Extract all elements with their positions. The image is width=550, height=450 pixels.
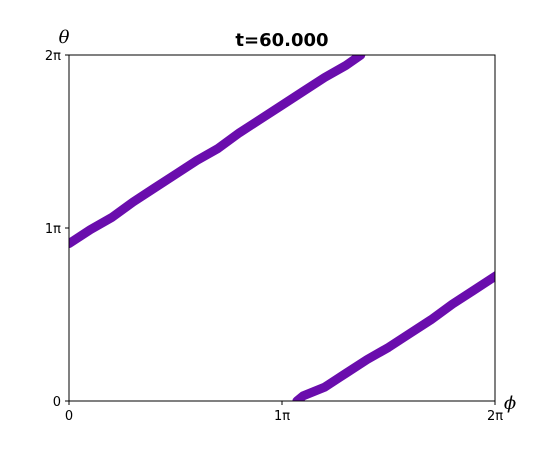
series-layer: [69, 55, 495, 401]
ticks-layer: 0 1π 2π 0 1π 2π: [45, 49, 503, 424]
y-tick-label: 0: [53, 395, 61, 410]
x-axis-label: ϕ: [504, 393, 516, 414]
x-tick-label: 1π: [274, 409, 290, 424]
y-tick-label: 2π: [45, 49, 61, 64]
series-0-segment-0: [69, 55, 366, 249]
chart-title: t=60.000: [235, 30, 328, 51]
series-0-segment-1: [292, 271, 495, 401]
x-tick-label: 2π: [487, 409, 503, 424]
y-axis-label: θ: [59, 27, 70, 48]
y-tick-label: 1π: [45, 222, 61, 237]
x-tick-label: 0: [65, 409, 73, 424]
